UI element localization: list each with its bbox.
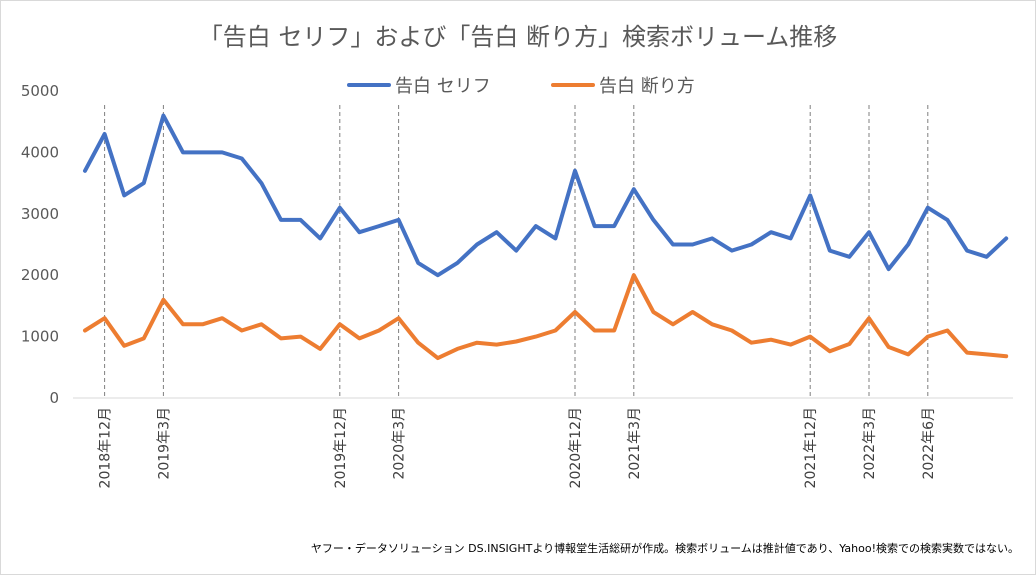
series-line: [83, 273, 1009, 361]
legend-label: 告白 断り方: [599, 76, 695, 97]
y-tick-label: 4000: [21, 143, 59, 161]
legend-label: 告白 セリフ: [395, 76, 491, 97]
y-axis: 0 1000 2000 3000 4000 5000: [21, 82, 59, 407]
series-lines: [83, 113, 1009, 361]
x-tick-label: 2022年3月: [862, 407, 878, 480]
x-tick-label: 2019年12月: [333, 407, 349, 488]
x-tick-labels: 2018年12月 2019年3月 2019年12月 2020年3月 2020年12月 20…: [98, 407, 937, 488]
y-tick-label: 3000: [21, 205, 59, 223]
x-tick-label: 2022年6月: [921, 407, 937, 480]
x-tick-label: 2018年12月: [98, 407, 114, 488]
chart-title: 「告白 セリフ」および「告白 断り方」検索ボリューム推移: [199, 23, 838, 51]
x-tick-label: 2020年3月: [392, 407, 408, 480]
y-tick-label: 0: [49, 389, 59, 407]
x-tick-label: 2021年12月: [803, 407, 819, 488]
source-footnote: ヤフー・データソリューション DS.INSIGHTより博報堂生活総研が作成。検索…: [311, 541, 1019, 555]
legend: 告白 セリフ 告白 断り方: [347, 76, 695, 97]
y-tick-label: 5000: [21, 82, 59, 100]
x-tick-label: 2021年3月: [627, 407, 643, 480]
x-tick-label: 2019年3月: [156, 407, 172, 480]
series-line: [83, 113, 1009, 278]
y-tick-label: 2000: [21, 266, 59, 284]
y-tick-label: 1000: [21, 328, 59, 346]
x-tick-label: 2020年12月: [568, 407, 584, 488]
